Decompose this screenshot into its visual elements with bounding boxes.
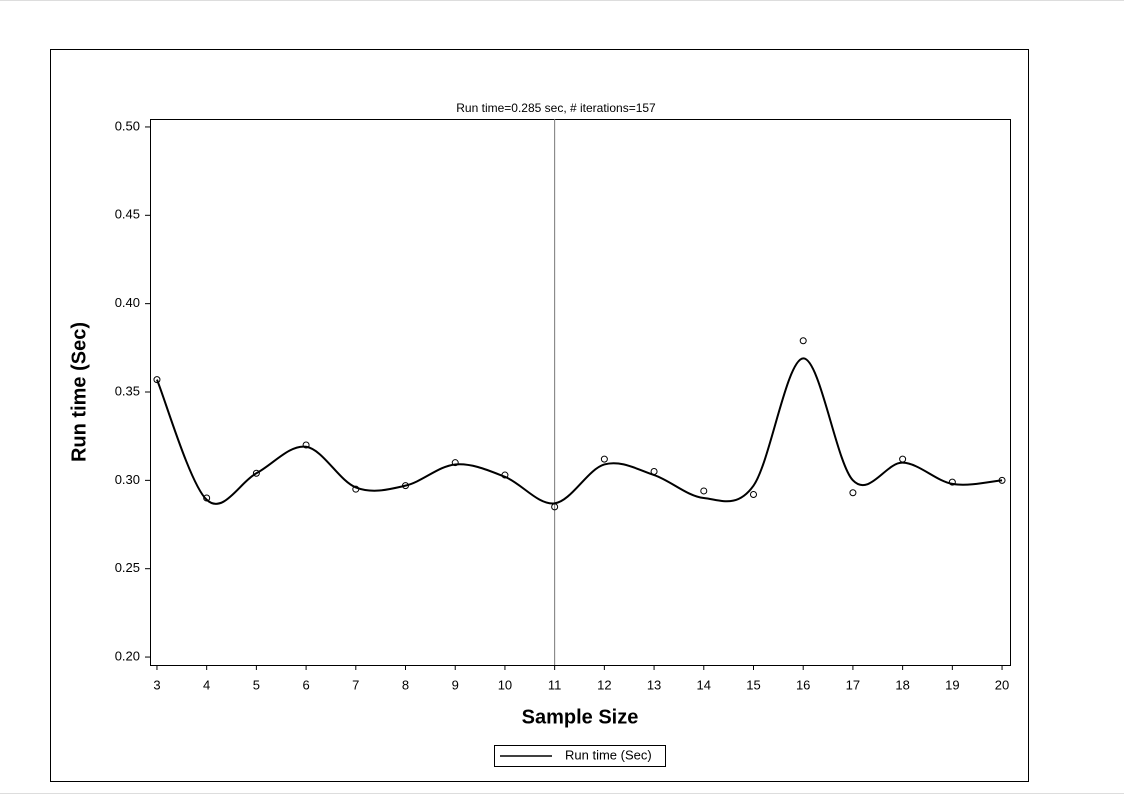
- x-tick-label: 16: [796, 677, 810, 692]
- x-tick-label: 12: [597, 677, 611, 692]
- x-tick-label: 3: [153, 677, 160, 692]
- y-tick-label: 0.45: [115, 207, 140, 222]
- data-point: [998, 476, 1006, 484]
- y-tick-label: 0.25: [115, 560, 140, 575]
- chart-title: Run time=0.285 sec, # iterations=157: [456, 101, 656, 115]
- data-point: [203, 494, 211, 502]
- data-point: [402, 482, 410, 490]
- x-tick-label: 14: [697, 677, 711, 692]
- y-tick-label: 0.35: [115, 383, 140, 398]
- x-tick-label: 17: [846, 677, 860, 692]
- y-tick-label: 0.40: [115, 295, 140, 310]
- legend-box: [494, 745, 666, 767]
- x-tick-label: 13: [647, 677, 661, 692]
- x-tick-label: 5: [253, 677, 260, 692]
- y-axis-label: Run time (Sec): [68, 322, 90, 462]
- x-tick-label: 20: [995, 677, 1009, 692]
- plot-frame: [150, 119, 1011, 666]
- y-tick-label: 0.50: [115, 118, 140, 133]
- data-point: [501, 471, 509, 479]
- x-tick-label: 8: [402, 677, 409, 692]
- data-point: [451, 459, 459, 467]
- x-tick-label: 15: [746, 677, 760, 692]
- data-point: [551, 503, 559, 511]
- data-point: [799, 337, 807, 345]
- x-tick-label: 4: [203, 677, 210, 692]
- x-tick-label: 11: [548, 677, 562, 692]
- x-tick-label: 18: [895, 677, 909, 692]
- data-point: [948, 478, 956, 486]
- data-point: [849, 489, 857, 497]
- x-tick-label: 7: [352, 677, 359, 692]
- data-point: [650, 468, 658, 476]
- data-point: [749, 490, 757, 498]
- legend-label: Run time (Sec): [565, 747, 652, 762]
- x-tick-label: 19: [945, 677, 959, 692]
- data-point: [700, 487, 708, 495]
- data-point: [302, 441, 310, 449]
- fit-curve: [156, 357, 1003, 505]
- x-tick-label: 10: [498, 677, 512, 692]
- x-axis-label: Sample Size: [522, 706, 639, 728]
- data-point: [600, 455, 608, 463]
- x-tick-label: 9: [452, 677, 459, 692]
- data-point: [899, 455, 907, 463]
- data-point: [153, 376, 161, 384]
- data-point: [252, 469, 260, 477]
- y-tick-label: 0.20: [115, 648, 140, 663]
- data-point: [352, 485, 360, 493]
- y-tick-label: 0.30: [115, 472, 140, 487]
- x-tick-label: 6: [302, 677, 309, 692]
- outer-frame: [50, 49, 1029, 782]
